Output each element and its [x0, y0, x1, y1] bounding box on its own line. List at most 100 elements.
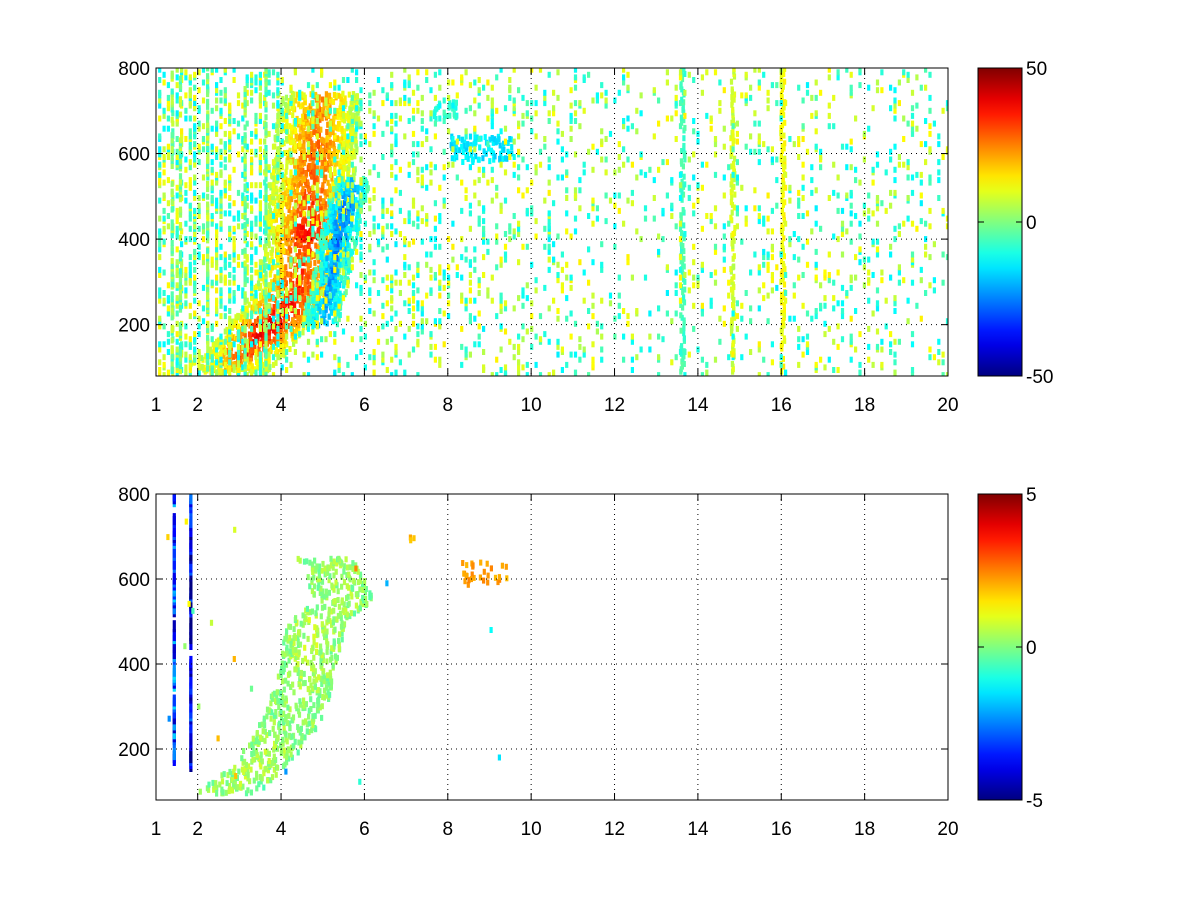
heatmap-cell	[308, 122, 312, 129]
heatmap-cell	[643, 215, 648, 222]
heatmap-cell	[591, 361, 595, 368]
heatmap-cell	[420, 323, 424, 330]
heatmap-cell	[355, 69, 359, 76]
heatmap-cell	[338, 282, 342, 288]
heatmap-cell	[390, 282, 394, 289]
heatmap-cell	[259, 331, 263, 338]
heatmap-cell	[309, 91, 313, 98]
heatmap-cell	[453, 155, 457, 162]
heatmap-cell	[281, 199, 285, 206]
heatmap-cell	[193, 266, 197, 273]
heatmap-cell	[272, 304, 276, 310]
heatmap-cell	[530, 115, 534, 122]
heatmap-cell	[323, 189, 327, 196]
heatmap-cell	[285, 136, 289, 142]
heatmap-cell	[442, 284, 446, 291]
heatmap-cell	[732, 166, 736, 172]
heatmap-cell	[171, 195, 175, 201]
heatmap-cell	[381, 130, 385, 137]
heatmap-cell	[328, 139, 332, 146]
heatmap-cell	[166, 100, 170, 107]
heatmap-cell	[556, 272, 560, 278]
heatmap-cell	[275, 122, 279, 129]
heatmap-cell	[351, 224, 355, 231]
heatmap-cell	[305, 272, 309, 279]
heatmap-cell	[517, 164, 521, 171]
heatmap-cell	[573, 74, 578, 81]
heatmap-cell	[289, 130, 293, 137]
heatmap-cell	[495, 107, 499, 114]
heatmap-cell	[341, 105, 346, 112]
heatmap-cell	[280, 272, 284, 278]
heatmap-cell	[732, 183, 736, 190]
heatmap-cell	[368, 141, 372, 148]
heatmap-cell	[236, 92, 241, 99]
heatmap-cell	[547, 243, 551, 250]
heatmap-cell	[236, 323, 241, 330]
heatmap-cell	[258, 154, 262, 160]
heatmap-cell	[328, 299, 333, 305]
heatmap-cell	[350, 136, 354, 142]
heatmap-cell	[300, 257, 304, 264]
heatmap-cell	[573, 110, 578, 117]
heatmap-cell	[267, 69, 271, 76]
heatmap-cell	[464, 154, 468, 160]
heatmap-cell	[317, 280, 321, 287]
heatmap-cell	[643, 171, 648, 178]
heatmap-cell	[228, 231, 232, 237]
heatmap-cell	[381, 277, 385, 284]
heatmap-cell	[313, 259, 317, 266]
heatmap-cell	[248, 318, 252, 325]
heatmap-cell	[543, 136, 547, 142]
heatmap-cell	[569, 333, 573, 340]
heatmap-cell	[296, 181, 300, 188]
heatmap-cell	[595, 320, 599, 327]
heatmap-cell	[276, 246, 280, 253]
heatmap-cell	[591, 197, 595, 204]
heatmap-cell	[175, 231, 179, 237]
heatmap-cell	[285, 112, 289, 119]
heatmap-cell	[245, 82, 249, 89]
heatmap-cell	[411, 320, 416, 327]
heatmap-cell	[228, 359, 232, 366]
heatmap-cell	[355, 77, 359, 83]
heatmap-cell	[429, 266, 433, 273]
heatmap-cell	[298, 140, 302, 147]
heatmap-cell	[311, 251, 315, 258]
heatmap-cell	[783, 140, 787, 147]
heatmap-cell	[538, 313, 543, 320]
heatmap-cell	[250, 220, 254, 227]
heatmap-cell	[295, 192, 299, 199]
heatmap-cell	[450, 155, 454, 162]
heatmap-cell	[447, 313, 451, 320]
heatmap-cell	[256, 333, 260, 340]
heatmap-cell	[534, 287, 538, 294]
heatmap-cell	[482, 84, 486, 91]
heatmap-cell	[355, 100, 359, 107]
heatmap-cell	[626, 115, 630, 122]
heatmap-cell	[416, 166, 420, 173]
heatmap-cell	[547, 338, 551, 345]
heatmap-cell	[258, 210, 262, 217]
heatmap-cell	[250, 266, 254, 273]
heatmap-cell	[315, 214, 320, 221]
heatmap-cell	[543, 331, 547, 338]
heatmap-cell	[316, 105, 320, 112]
heatmap-cell	[368, 297, 372, 304]
heatmap-cell	[782, 281, 787, 288]
heatmap-cell	[291, 157, 295, 164]
heatmap-cell	[333, 124, 337, 131]
heatmap-cell	[285, 287, 289, 294]
heatmap-cell	[617, 141, 621, 148]
heatmap-cell	[429, 343, 433, 350]
heatmap-cell	[525, 164, 529, 171]
heatmap-cell	[394, 159, 398, 166]
heatmap-cell	[350, 112, 354, 119]
heatmap-cell	[180, 133, 184, 140]
heatmap-cell	[291, 290, 296, 297]
heatmap-cell	[300, 149, 304, 156]
heatmap-cell	[284, 234, 288, 240]
heatmap-cell	[681, 304, 685, 311]
heatmap-cell	[394, 241, 398, 248]
heatmap-cell	[680, 230, 684, 237]
